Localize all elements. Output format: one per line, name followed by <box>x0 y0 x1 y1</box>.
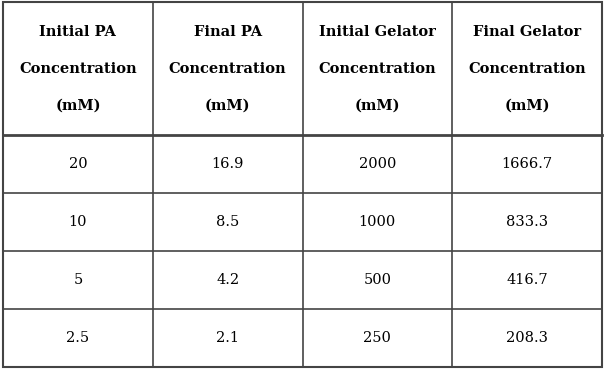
Text: 5: 5 <box>73 273 82 287</box>
Text: 2.5: 2.5 <box>67 331 90 345</box>
Text: 4.2: 4.2 <box>216 273 239 287</box>
Text: 500: 500 <box>364 273 391 287</box>
Text: 1666.7: 1666.7 <box>502 157 553 171</box>
Text: 2.1: 2.1 <box>216 331 239 345</box>
Text: Final Gelator

Concentration

(mM): Final Gelator Concentration (mM) <box>468 25 586 112</box>
Text: 1000: 1000 <box>359 215 396 229</box>
Text: Initial Gelator

Concentration

(mM): Initial Gelator Concentration (mM) <box>319 25 436 112</box>
Text: 833.3: 833.3 <box>506 215 548 229</box>
Text: Initial PA

Concentration

(mM): Initial PA Concentration (mM) <box>19 25 137 112</box>
Text: 16.9: 16.9 <box>211 157 244 171</box>
Text: 2000: 2000 <box>359 157 396 171</box>
Text: 8.5: 8.5 <box>216 215 239 229</box>
Text: 10: 10 <box>68 215 87 229</box>
Text: Final PA

Concentration

(mM): Final PA Concentration (mM) <box>169 25 286 112</box>
Text: 20: 20 <box>68 157 87 171</box>
Text: 416.7: 416.7 <box>506 273 548 287</box>
Text: 250: 250 <box>364 331 391 345</box>
Text: 208.3: 208.3 <box>506 331 548 345</box>
